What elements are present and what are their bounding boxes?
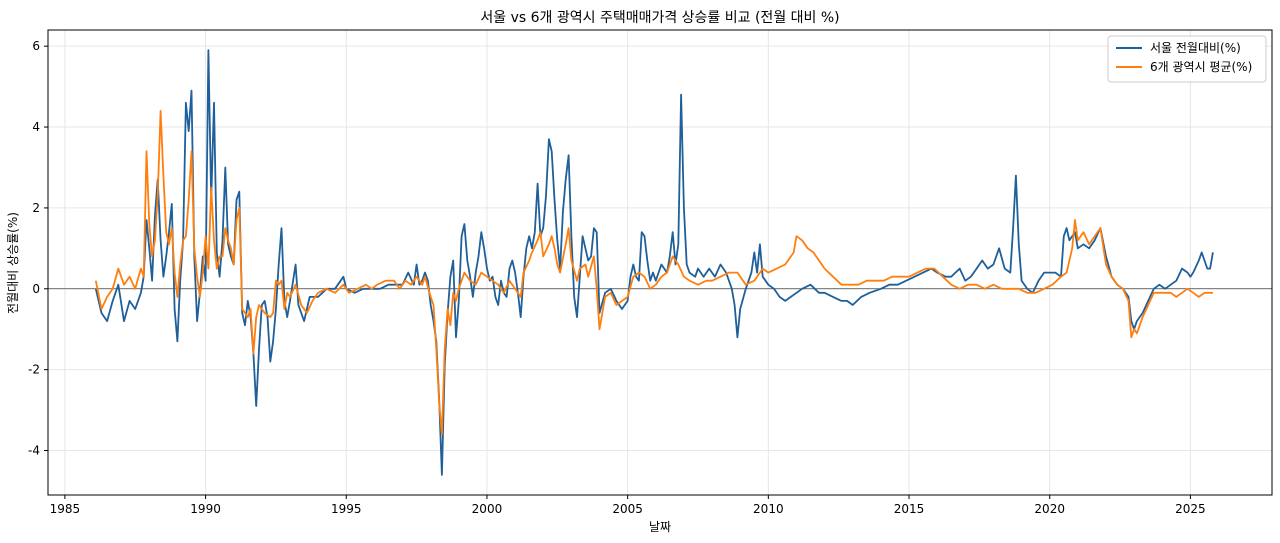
chart-title: 서울 vs 6개 광역시 주택매매가격 상승률 비교 (전월 대비 %) <box>480 10 839 26</box>
grid <box>48 30 1272 495</box>
y-tick-label: 4 <box>32 120 40 134</box>
x-axis-ticks: 1985 1990 1995 2000 2005 2010 2015 2020 2025 <box>50 495 1206 516</box>
y-tick-label: -4 <box>28 444 40 458</box>
y-tick-label: 2 <box>32 201 40 215</box>
legend-box <box>1107 35 1267 83</box>
x-tick-label: 2015 <box>894 502 925 516</box>
x-tick-label: 1995 <box>331 502 362 516</box>
x-tick-label: 2025 <box>1175 502 1206 516</box>
x-axis-title: 날짜 <box>649 520 671 534</box>
x-tick-label: 2020 <box>1034 502 1065 516</box>
y-tick-label: 6 <box>32 39 40 53</box>
y-axis-title: 전월대비 상승률(%) <box>6 212 20 314</box>
x-tick-label: 1990 <box>190 502 221 516</box>
x-tick-label: 2010 <box>753 502 784 516</box>
x-tick-label: 1985 <box>50 502 81 516</box>
series-group <box>94 49 1214 476</box>
y-tick-label: -2 <box>28 363 40 377</box>
series-line-metro <box>94 110 1213 436</box>
y-axis-ticks: -4 -2 0 2 4 6 <box>28 39 48 458</box>
legend: 서울 전월대비(%) 6개 광역시 평균(%) <box>1107 35 1267 83</box>
x-tick-label: 2000 <box>472 502 503 516</box>
series-line-seoul <box>94 49 1214 476</box>
plot-frame <box>47 29 1273 496</box>
legend-label-metro: 6개 광역시 평균(%) <box>1150 60 1252 74</box>
legend-label-seoul: 서울 전월대비(%) <box>1150 41 1241 55</box>
y-tick-label: 0 <box>32 282 40 296</box>
x-tick-label: 2005 <box>612 502 643 516</box>
